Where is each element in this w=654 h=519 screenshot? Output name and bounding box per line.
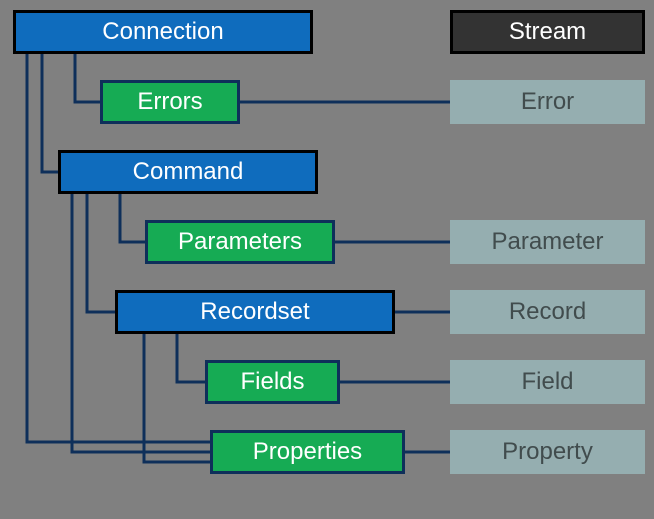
node-label-errors: Errors [137, 88, 202, 116]
node-recordset: Recordset [115, 290, 395, 334]
diagram-canvas: Connection Stream Errors Error Command Parame… [0, 0, 654, 519]
node-label-parameter: Parameter [491, 228, 603, 256]
node-label-parameters: Parameters [178, 228, 302, 256]
node-label-fields: Fields [240, 368, 304, 396]
node-label-field: Field [521, 368, 573, 396]
edge-recordset-properties [144, 334, 210, 462]
node-record: Record [450, 290, 645, 334]
edge-command-recordset [87, 194, 115, 312]
node-property: Property [450, 430, 645, 474]
node-label-error: Error [521, 88, 574, 116]
node-parameter: Parameter [450, 220, 645, 264]
edge-connection-command [42, 54, 58, 172]
node-errors: Errors [100, 80, 240, 124]
node-label-command: Command [133, 158, 244, 186]
node-label-connection: Connection [102, 18, 223, 46]
edge-command-parameters [120, 194, 145, 242]
node-properties: Properties [210, 430, 405, 474]
node-label-record: Record [509, 298, 586, 326]
node-label-stream: Stream [509, 18, 586, 46]
node-field: Field [450, 360, 645, 404]
edge-recordset-fields [177, 334, 205, 382]
node-stream: Stream [450, 10, 645, 54]
edge-connection-errors [75, 54, 100, 102]
node-parameters: Parameters [145, 220, 335, 264]
node-label-property: Property [502, 438, 593, 466]
node-label-recordset: Recordset [200, 298, 309, 326]
node-connection: Connection [13, 10, 313, 54]
node-fields: Fields [205, 360, 340, 404]
node-error: Error [450, 80, 645, 124]
node-command: Command [58, 150, 318, 194]
node-label-properties: Properties [253, 438, 362, 466]
